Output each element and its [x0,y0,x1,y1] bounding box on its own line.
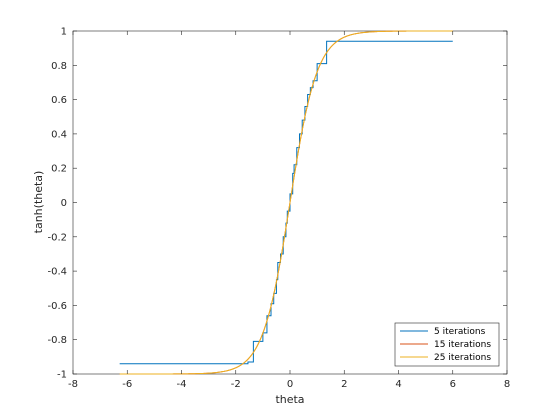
x-axis-label: theta [275,393,304,406]
y-tick-label: 1 [61,27,67,38]
legend-items: 5 iterations 15 iterations 25 iterations [400,327,491,363]
x-tick-label: 8 [504,379,510,390]
x-tick-label: 4 [395,379,401,390]
y-tick-label: 0.6 [51,95,67,106]
series-line-3 [119,30,453,375]
legend-entry-3: 25 iterations [434,353,491,363]
y-axis-label: tanh(theta) [32,171,45,234]
x-tick-label: 0 [287,379,293,390]
y-tick-label: -0.4 [47,267,67,278]
y-tick-label: 0.8 [51,61,67,72]
x-tick-label: 2 [341,379,347,390]
legend-entry-1: 5 iterations [434,327,486,337]
x-tick-label: -2 [231,379,241,390]
x-tick-label: 6 [450,379,456,390]
y-tick-label: -1 [57,370,67,381]
y-tick-label: 0.2 [51,164,67,175]
y-tick-label: 0 [61,198,67,209]
y-tick-label: 0.4 [51,129,67,140]
y-tick-label: -0.2 [47,232,67,243]
legend: 5 iterations 15 iterations 25 iterations [394,322,500,367]
x-tick-label: -6 [122,379,132,390]
plot-area: -8 -6 -4 -2 0 2 4 6 8 -1 -0.8 -0.6 -0.4 -0.2 0 0.2 0.4 0.… [47,27,510,391]
y-tick-label: -0.6 [47,301,67,312]
x-tick-label: -8 [68,379,78,390]
series-layer [119,30,453,375]
legend-entry-2: 15 iterations [434,340,491,350]
tick-layer: -8 -6 -4 -2 0 2 4 6 8 -1 -0.8 -0.6 -0.4 -0.2 0 0.2 0.4 0.… [47,27,510,391]
y-tick-label: -0.8 [47,335,67,346]
x-tick-label: -4 [177,379,187,390]
